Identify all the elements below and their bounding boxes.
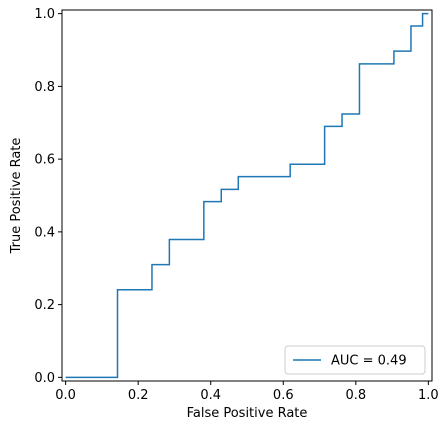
y-tick-label: 0.4 [34,225,55,240]
x-tick-label: 0.2 [128,388,149,403]
legend-box [284,345,426,375]
ticks-layer: 0.0 0.2 0.4 0.6 0.8 1.0 0.0 0.2 0.4 0.6 0.8 1.0 [34,7,438,403]
y-tick-label: 0.6 [34,153,55,168]
x-axis-label: False Positive Rate [187,406,308,421]
x-tick-label: 0.8 [345,388,366,403]
y-tick-label: 0.0 [34,371,55,386]
y-axis-label: True Positive Rate [9,138,24,255]
y-tick-label: 0.2 [34,298,55,313]
plot-frame [61,9,433,382]
x-tick-label: 0.6 [273,388,294,403]
roc-curve-line [65,12,429,379]
legend-label: AUC = 0.49 [331,354,407,369]
x-tick-label: 0.4 [200,388,221,403]
x-tick-label: 1.0 [418,388,439,403]
y-tick-label: 1.0 [34,7,55,22]
y-tick-label: 0.8 [34,80,55,95]
x-tick-label: 0.0 [55,388,76,403]
series-layer [65,12,429,379]
legend: AUC = 0.49 [284,345,426,375]
